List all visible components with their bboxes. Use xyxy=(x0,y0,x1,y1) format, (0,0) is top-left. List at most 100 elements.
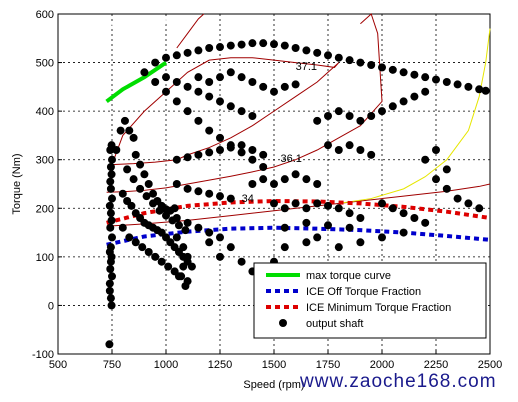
data-point xyxy=(183,48,192,57)
data-point xyxy=(248,155,257,164)
data-point xyxy=(170,204,179,213)
data-point xyxy=(378,63,386,72)
data-point xyxy=(334,146,343,154)
x-tick-label: 1500 xyxy=(262,359,286,371)
data-point xyxy=(270,87,278,96)
data-point xyxy=(149,189,158,198)
data-point xyxy=(248,39,257,48)
data-point xyxy=(116,126,125,135)
data-point xyxy=(129,133,138,142)
contour-label-36.1: 36.1 xyxy=(280,153,301,165)
data-point xyxy=(164,262,173,271)
data-point xyxy=(378,199,386,208)
data-point xyxy=(205,238,214,247)
data-point xyxy=(291,199,300,208)
data-point xyxy=(237,148,246,157)
data-point xyxy=(108,155,116,164)
data-point xyxy=(136,160,145,169)
y-tick-label: 600 xyxy=(36,9,54,21)
data-point xyxy=(388,65,397,74)
data-point xyxy=(179,262,188,271)
y-tick-label: 0 xyxy=(48,300,54,312)
data-point xyxy=(108,194,116,203)
x-tick-label: 2500 xyxy=(478,359,502,371)
x-tick-label: 2250 xyxy=(424,359,448,371)
data-point xyxy=(205,189,214,198)
data-point xyxy=(183,184,192,193)
data-point xyxy=(237,107,246,116)
data-point xyxy=(129,175,138,184)
data-point xyxy=(216,252,224,261)
data-point xyxy=(183,252,192,261)
data-point xyxy=(270,180,278,188)
legend: max torque curve ICE Off Torque Fraction I… xyxy=(253,262,487,339)
data-point xyxy=(226,102,235,111)
contour-label-37.1: 37.1 xyxy=(296,61,317,73)
contour-labels: 37.1 36.1 34 xyxy=(242,61,317,205)
data-point xyxy=(149,199,158,208)
data-point xyxy=(259,163,268,171)
data-point xyxy=(107,301,116,310)
data-point xyxy=(367,112,376,120)
data-point xyxy=(216,43,224,52)
data-point xyxy=(280,175,289,184)
data-point xyxy=(410,214,419,222)
data-point xyxy=(183,153,192,162)
x-tick-label: 1000 xyxy=(154,359,178,371)
data-point xyxy=(464,199,473,208)
data-point xyxy=(399,209,408,218)
data-point xyxy=(313,180,322,188)
data-point xyxy=(162,211,170,220)
data-point xyxy=(280,243,289,252)
data-point xyxy=(313,199,322,208)
data-point xyxy=(356,116,365,125)
data-point xyxy=(172,78,181,86)
data-point xyxy=(345,112,354,120)
data-point xyxy=(226,243,235,252)
data-point xyxy=(442,78,451,86)
data-point xyxy=(216,146,224,154)
data-point xyxy=(345,209,354,218)
data-point xyxy=(367,150,376,159)
data-point xyxy=(205,228,214,237)
data-point xyxy=(302,218,311,227)
data-point xyxy=(421,155,430,164)
data-point xyxy=(378,107,386,116)
x-tick-label: 2000 xyxy=(370,359,394,371)
data-point xyxy=(131,238,140,247)
contour-yellow xyxy=(338,28,491,204)
data-point xyxy=(356,58,365,67)
y-tick-label: 400 xyxy=(36,106,54,118)
x-axis-label: Speed (rpm) xyxy=(243,379,304,391)
data-point xyxy=(183,107,192,116)
legend-entry-ice-minimum-torque-fraction-label: ICE Minimum Torque Fraction xyxy=(306,302,451,314)
data-point xyxy=(205,44,214,52)
data-point xyxy=(464,82,473,91)
data-point xyxy=(105,340,114,349)
data-point xyxy=(142,192,151,201)
data-point xyxy=(280,223,289,232)
data-point xyxy=(179,243,188,252)
data-point xyxy=(162,53,170,62)
data-point xyxy=(248,146,257,154)
data-point xyxy=(399,228,408,237)
data-point xyxy=(106,223,115,232)
data-point xyxy=(172,180,181,188)
data-point xyxy=(162,87,170,96)
data-point xyxy=(453,80,462,89)
data-point xyxy=(291,44,300,52)
data-point xyxy=(313,48,322,57)
data-point xyxy=(324,221,332,230)
data-point xyxy=(399,68,408,77)
data-point xyxy=(475,204,484,213)
data-point xyxy=(324,112,332,120)
data-point xyxy=(237,141,246,150)
data-point xyxy=(280,82,289,91)
data-point xyxy=(172,155,181,164)
data-point xyxy=(194,87,203,96)
data-point xyxy=(108,272,116,281)
data-point xyxy=(106,294,115,303)
data-point xyxy=(259,175,268,184)
data-point xyxy=(105,279,114,288)
data-point xyxy=(399,97,408,106)
